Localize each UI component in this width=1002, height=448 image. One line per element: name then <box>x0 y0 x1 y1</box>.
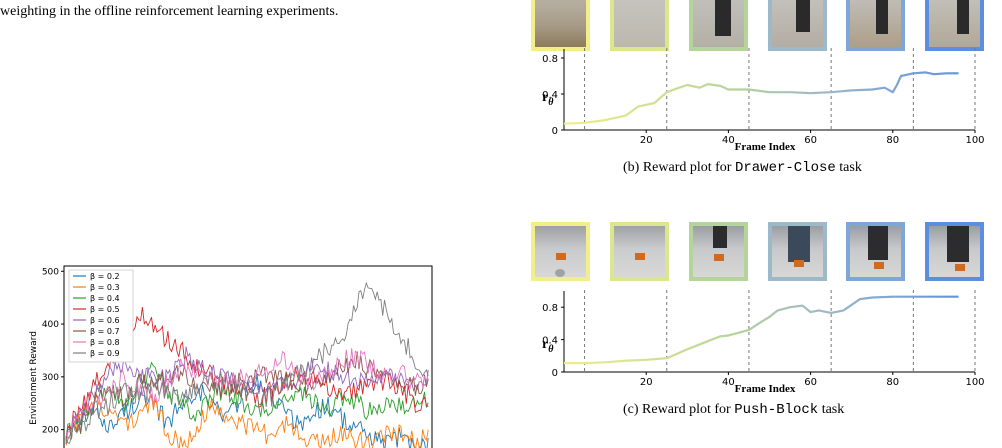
frame-thumbnail <box>689 0 748 51</box>
y-tick-label: 0.4 <box>542 90 558 101</box>
y-tick-label: 0 <box>552 126 558 137</box>
x-tick-label: 100 <box>965 377 984 388</box>
legend: β = 0.2 β = 0.3 β = 0.4 β = 0.5 β = 0.6 β = 0… <box>68 269 134 363</box>
x-tick-label: 20 <box>640 377 653 388</box>
y-tick-label: 400 <box>42 320 59 330</box>
x-tick-label: 60 <box>804 377 817 388</box>
x-tick-label: 20 <box>640 135 653 146</box>
legend-label: β = 0.8 <box>90 338 120 347</box>
y-tick-label: 0 <box>552 368 558 379</box>
reward-chart-drawer-close: 0 0.4 0.8 20 40 60 80 100 rθ Frame Index <box>542 46 985 153</box>
legend-label: β = 0.5 <box>90 305 120 314</box>
series-line <box>65 393 429 448</box>
x-tick-label: 80 <box>886 377 899 388</box>
reward-line <box>563 71 959 125</box>
x-tick-label: 60 <box>804 135 817 146</box>
series-line <box>65 361 429 442</box>
y-tick-label: 0.8 <box>542 303 558 314</box>
figure-caption-fragment: weighting in the offline reinforcement l… <box>0 4 339 19</box>
x-tick-label: 40 <box>722 135 735 146</box>
y-tick-label: 0.4 <box>542 336 558 347</box>
frame-thumbnail <box>768 222 827 281</box>
x-axis-label: Frame Index <box>735 383 796 395</box>
y-tick-label: 200 <box>42 426 59 436</box>
y-tick-label: 500 <box>42 267 59 277</box>
legend-label: β = 0.4 <box>90 294 120 303</box>
frame-thumbnail <box>925 222 984 281</box>
frame-thumbnail <box>846 0 905 51</box>
frame-thumbnail <box>610 222 669 281</box>
legend-label: β = 0.3 <box>90 283 120 292</box>
y-tick-label: 0.8 <box>542 54 558 65</box>
y-tick-label: 300 <box>42 373 59 383</box>
series-line <box>65 351 429 441</box>
panel-caption-c: (c) Reward plot for Push-Block task <box>623 402 845 418</box>
frame-thumbnail <box>925 0 984 51</box>
frame-thumbnail <box>689 222 748 281</box>
reward-line <box>564 295 959 365</box>
x-axis-label: Frame Index <box>735 141 796 153</box>
frame-thumbnail <box>768 0 827 51</box>
y-axis-label: Environment Reward <box>29 331 39 425</box>
y-axis-label: rθ <box>542 337 554 355</box>
x-tick-label: 80 <box>886 135 899 146</box>
reward-chart-push-block: 0 0.4 0.8 20 40 60 80 100 rθ Frame Index <box>542 288 985 395</box>
y-axis-label: rθ <box>542 90 554 108</box>
legend-box <box>68 269 134 363</box>
frame-thumbnail <box>846 222 905 281</box>
legend-label: β = 0.2 <box>90 272 120 281</box>
panel-caption-b: (b) Reward plot for Drawer-Close task <box>623 160 862 176</box>
series-line <box>65 281 429 444</box>
x-tick-label: 100 <box>965 135 984 146</box>
legend-label: β = 0.7 <box>90 327 120 336</box>
frame-thumbnail <box>531 222 590 281</box>
legend-label: β = 0.9 <box>90 349 120 358</box>
legend-label: β = 0.6 <box>90 316 120 325</box>
frame-thumbnail <box>531 0 590 51</box>
frame-thumbnail <box>610 0 669 51</box>
x-tick-label: 40 <box>722 377 735 388</box>
